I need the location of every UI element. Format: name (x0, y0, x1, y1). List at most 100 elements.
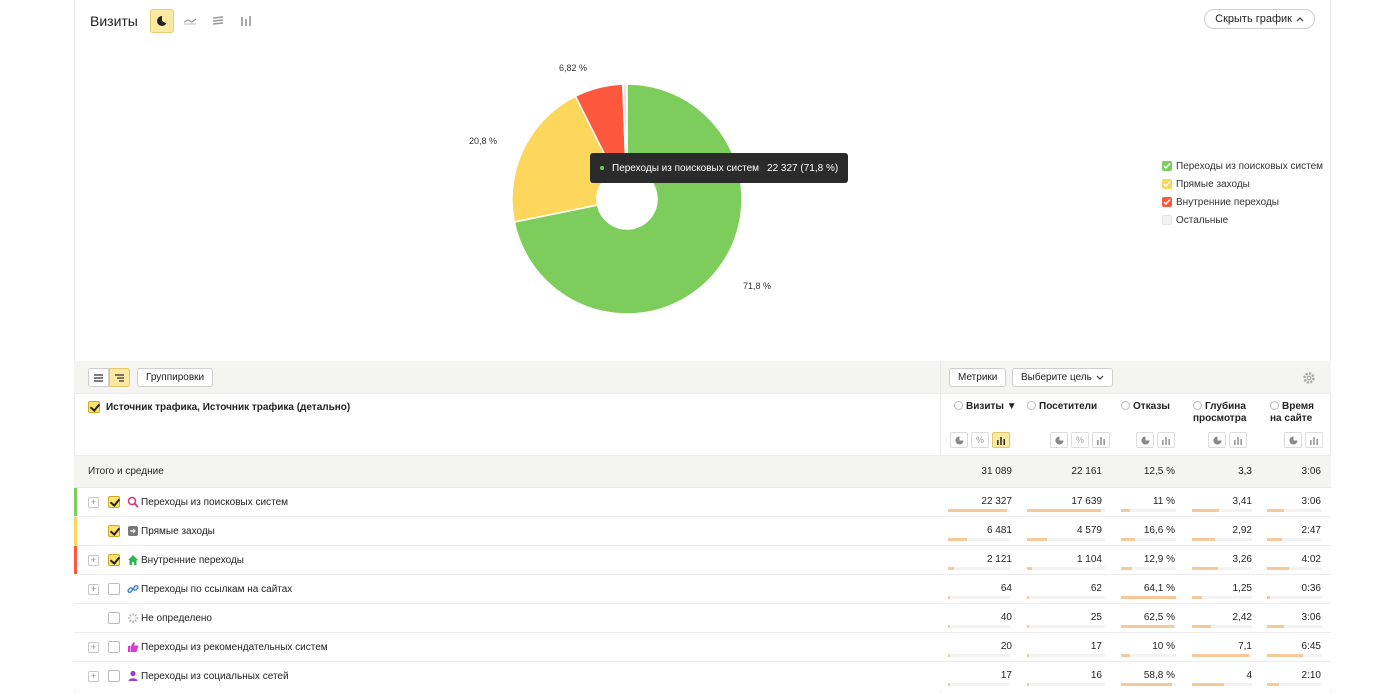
column-header[interactable]: Глубина просмотра (1193, 401, 1246, 425)
row-bar-track (1027, 625, 1105, 628)
pie-view-button[interactable] (149, 9, 174, 33)
bar-view-button[interactable] (234, 9, 258, 33)
row-checkbox[interactable] (108, 554, 120, 566)
row-label[interactable]: Не определено (141, 613, 212, 624)
pie-slice-search[interactable] (513, 83, 743, 315)
row-checkbox[interactable] (108, 525, 120, 537)
tree-view-button[interactable] (109, 368, 130, 387)
row-cell: 11 % (1152, 496, 1175, 507)
home-icon (128, 555, 138, 565)
pie-slice-direct[interactable] (511, 95, 615, 223)
expand-button[interactable]: + (88, 584, 99, 595)
legend-checkbox[interactable] (1162, 161, 1172, 171)
column-percent-button[interactable]: % (1071, 432, 1089, 448)
row-checkbox[interactable] (108, 641, 120, 653)
legend-item[interactable]: Переходы из поисковых систем (1162, 157, 1323, 175)
legend-checkbox[interactable] (1162, 179, 1172, 189)
column-pie-button[interactable] (1208, 432, 1226, 448)
total-cell: 22 161 (1071, 466, 1102, 477)
list-view-button[interactable] (88, 368, 109, 387)
row-bar-track (1121, 538, 1176, 541)
table-row[interactable]: + Внутренние переходы 2 121 1 104 12,9 % 3,26… (74, 545, 1331, 574)
list-icon (94, 373, 103, 382)
row-checkbox[interactable] (108, 612, 120, 624)
row-bar-track (1027, 567, 1105, 570)
column-label: Посетители (1039, 401, 1098, 412)
table-row[interactable]: Прямые заходы 6 481 4 579 16,6 % 2,92 2:47 (74, 516, 1331, 545)
column-pie-button[interactable] (1136, 432, 1154, 448)
column-bar-button[interactable] (992, 432, 1010, 448)
line-view-button[interactable] (178, 9, 202, 33)
pie-chart-icon (1054, 435, 1064, 445)
legend-item[interactable]: Остальные (1162, 211, 1323, 229)
bar-chart-icon (997, 436, 1005, 445)
groupings-button[interactable]: Группировки (137, 368, 214, 387)
row-label[interactable]: Переходы из рекомендательных систем (141, 642, 328, 653)
row-bar-track (1267, 596, 1322, 599)
dimension-title: Источник трафика, Источник трафика (дета… (106, 401, 351, 413)
row-label[interactable]: Прямые заходы (141, 526, 215, 537)
legend-checkbox[interactable] (1162, 197, 1172, 207)
row-bar-track (1121, 596, 1176, 599)
area-view-button[interactable] (206, 9, 230, 33)
column-bar-button[interactable] (1157, 432, 1175, 448)
column-radio[interactable] (1121, 401, 1130, 410)
row-label[interactable]: Внутренние переходы (141, 555, 244, 566)
row-color-marker (74, 488, 77, 516)
column-radio[interactable] (1270, 401, 1279, 410)
row-cell: 62,5 % (1143, 612, 1175, 623)
bar-chart-icon (1097, 436, 1105, 445)
total-row: Итого и средние 31 089 22 161 12,5 % 3,3 3:06 (74, 455, 1331, 487)
table-row[interactable]: Не определено 40 25 62,5 % 2,42 3:06 (74, 603, 1331, 632)
column-radio[interactable] (1193, 401, 1202, 410)
column-bar-button[interactable] (1229, 432, 1247, 448)
column-view-options: % (950, 432, 1010, 448)
dimension-header: Источник трафика, Источник трафика (дета… (88, 401, 350, 413)
column-pie-button[interactable] (1284, 432, 1302, 448)
column-header[interactable]: Визиты ▼ (954, 401, 1017, 413)
table-row[interactable]: + Переходы из социальных сетей 17 16 58,8 % 4… (74, 661, 1331, 690)
metrics-button[interactable]: Метрики (949, 368, 1007, 387)
column-header[interactable]: Отказы (1121, 401, 1170, 413)
column-bar-button[interactable] (1305, 432, 1323, 448)
row-checkbox[interactable] (108, 583, 120, 595)
column-radio[interactable] (1027, 401, 1036, 410)
row-cell: 7,1 (1238, 641, 1252, 652)
gear-icon[interactable] (1302, 371, 1316, 385)
column-radio[interactable] (954, 401, 963, 410)
row-checkbox[interactable] (108, 496, 120, 508)
row-label[interactable]: Переходы из социальных сетей (141, 671, 289, 682)
row-bar-track (1267, 625, 1322, 628)
legend-item[interactable]: Прямые заходы (1162, 175, 1323, 193)
table-row[interactable]: + Переходы из рекомендательных систем 20 17… (74, 632, 1331, 661)
row-label[interactable]: Переходы из поисковых систем (141, 497, 289, 508)
table-row[interactable]: + Переходы из поисковых систем 22 327 17 63… (74, 487, 1331, 516)
row-cell: 0:36 (1301, 583, 1321, 594)
search-icon (127, 496, 139, 508)
expand-button[interactable]: + (88, 671, 99, 682)
row-bar-fill (1027, 596, 1029, 599)
goal-select[interactable]: Выберите цель (1012, 368, 1113, 387)
row-label[interactable]: Переходы по ссылкам на сайтах (141, 584, 293, 595)
row-checkbox[interactable] (108, 670, 120, 682)
dimension-checkbox[interactable] (88, 401, 100, 413)
table-row[interactable]: + Переходы по ссылкам на сайтах 64 62 64,1 %… (74, 574, 1331, 603)
column-percent-button[interactable]: % (971, 432, 989, 448)
column-pie-button[interactable] (1050, 432, 1068, 448)
chart-legend: Переходы из поисковых систем Прямые заход… (1162, 157, 1323, 229)
row-cell: 3,26 (1232, 554, 1252, 565)
legend-item[interactable]: Внутренние переходы (1162, 193, 1323, 211)
expand-button[interactable]: + (88, 497, 99, 508)
column-header[interactable]: Время на сайте (1270, 401, 1314, 425)
row-bar-track (1192, 654, 1252, 657)
row-cell: 4 579 (1076, 525, 1102, 536)
legend-checkbox[interactable] (1162, 215, 1172, 225)
column-bar-button[interactable] (1092, 432, 1110, 448)
expand-button[interactable]: + (88, 555, 99, 566)
column-header[interactable]: Посетители (1027, 401, 1097, 413)
hide-chart-button[interactable]: Скрыть график (1204, 9, 1315, 29)
row-bar-track (1027, 538, 1105, 541)
row-cell: 4 (1246, 670, 1252, 681)
expand-button[interactable]: + (88, 642, 99, 653)
column-pie-button[interactable] (950, 432, 968, 448)
